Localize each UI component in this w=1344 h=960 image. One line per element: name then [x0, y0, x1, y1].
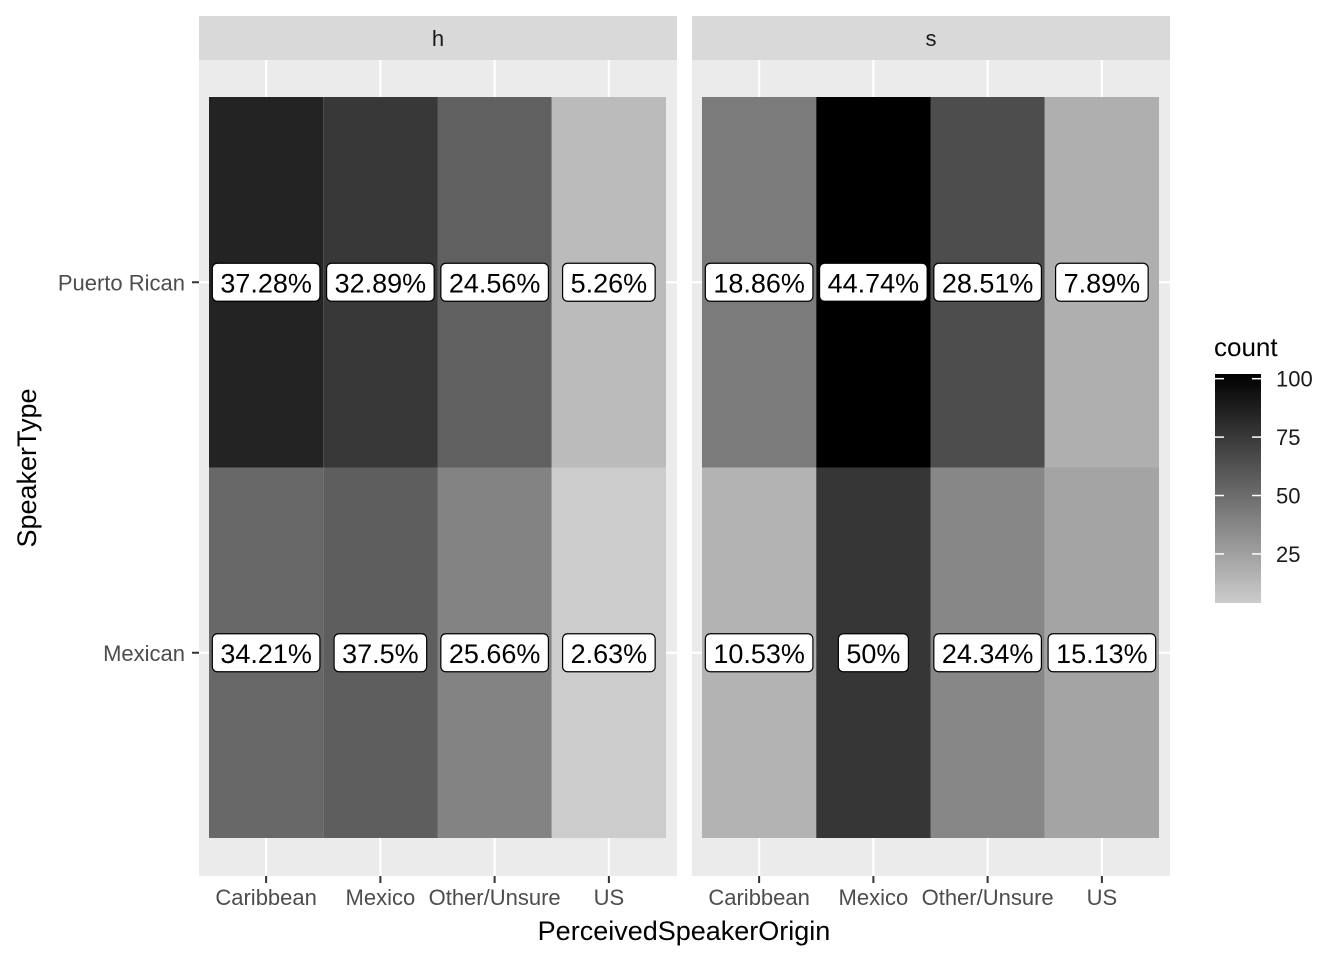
- facet-strip-label: s: [926, 26, 937, 51]
- data-label: 44.74%: [818, 262, 928, 302]
- data-label-box: [837, 633, 909, 673]
- x-tick-label: US: [594, 885, 625, 910]
- data-label-text: 44.74%: [828, 268, 920, 298]
- facet-strip: [199, 16, 677, 60]
- data-label: 10.53%: [704, 633, 814, 673]
- data-label: 25.66%: [440, 633, 550, 673]
- data-label-text: 37.28%: [220, 268, 312, 298]
- x-tick-label: Other/Unsure: [429, 885, 561, 910]
- data-label: 5.26%: [561, 262, 656, 302]
- y-tick-label: Mexican: [103, 641, 185, 666]
- data-label-text: 34.21%: [220, 639, 312, 669]
- data-label-box: [933, 633, 1043, 673]
- data-label: 24.34%: [933, 633, 1043, 673]
- data-label: 37.5%: [333, 633, 428, 673]
- data-label-text: 10.53%: [713, 639, 805, 669]
- data-label-text: 5.26%: [571, 268, 648, 298]
- data-label: 50%: [837, 633, 909, 673]
- data-label-box: [704, 262, 814, 302]
- legend-tick-label: 75: [1276, 425, 1300, 450]
- data-label-box: [1054, 262, 1149, 302]
- data-label-box: [440, 633, 550, 673]
- data-label: 18.86%: [704, 262, 814, 302]
- data-label-box: [211, 633, 321, 673]
- data-label-box: [211, 262, 321, 302]
- data-label-text: 24.34%: [942, 639, 1034, 669]
- facet-strip: [692, 16, 1170, 60]
- data-label: 15.13%: [1047, 633, 1157, 673]
- x-tick-label: Caribbean: [215, 885, 317, 910]
- data-label-text: 7.89%: [1064, 268, 1141, 298]
- data-label-box: [440, 262, 550, 302]
- data-label-box: [561, 633, 656, 673]
- x-tick-label: Other/Unsure: [922, 885, 1054, 910]
- y-tick-label: Puerto Rican: [58, 270, 185, 295]
- data-label-box: [818, 262, 928, 302]
- data-label-text: 50%: [846, 639, 900, 669]
- x-axis-title: PerceivedSpeakerOrigin: [538, 916, 831, 946]
- data-label-text: 2.63%: [571, 639, 648, 669]
- data-label-box: [325, 262, 435, 302]
- data-label-text: 15.13%: [1056, 639, 1148, 669]
- facet-strip-label: h: [432, 26, 444, 51]
- data-label-text: 28.51%: [942, 268, 1034, 298]
- panel-h: h 37.28% 32.89% 24.56% 5.26% 34.21% 37.5% 25.66…: [58, 16, 677, 910]
- legend-tick-label: 100: [1276, 367, 1313, 392]
- data-label-box: [1047, 633, 1157, 673]
- data-label: 37.28%: [211, 262, 321, 302]
- x-tick-label: Mexico: [346, 885, 416, 910]
- data-label-box: [704, 633, 814, 673]
- legend-tick-label: 25: [1276, 542, 1300, 567]
- data-label: 24.56%: [440, 262, 550, 302]
- legend-title: count: [1214, 332, 1278, 362]
- panels-layer: h 37.28% 32.89% 24.56% 5.26% 34.21% 37.5% 25.66…: [58, 16, 1170, 910]
- data-label: 28.51%: [933, 262, 1043, 302]
- data-label: 2.63%: [561, 633, 656, 673]
- x-tick-label: US: [1087, 885, 1118, 910]
- data-label: 32.89%: [325, 262, 435, 302]
- x-tick-label: Mexico: [839, 885, 909, 910]
- data-label-box: [561, 262, 656, 302]
- x-tick-label: Caribbean: [708, 885, 810, 910]
- data-label-box: [933, 262, 1043, 302]
- legend-colorbar: [1215, 374, 1261, 603]
- legend: count 25 50 75 100: [1214, 332, 1313, 603]
- data-label-box: [333, 633, 428, 673]
- data-label-text: 37.5%: [342, 639, 419, 669]
- data-label-text: 32.89%: [335, 268, 427, 298]
- data-label: 34.21%: [211, 633, 321, 673]
- y-axis-title: SpeakerType: [12, 388, 42, 547]
- panel-s: s 18.86% 44.74% 28.51% 7.89% 10.53% 50% 24.34% 1…: [692, 16, 1170, 910]
- data-label: 7.89%: [1054, 262, 1149, 302]
- data-label-text: 25.66%: [449, 639, 541, 669]
- data-label-text: 24.56%: [449, 268, 541, 298]
- data-label-text: 18.86%: [713, 268, 805, 298]
- legend-tick-label: 50: [1276, 484, 1300, 509]
